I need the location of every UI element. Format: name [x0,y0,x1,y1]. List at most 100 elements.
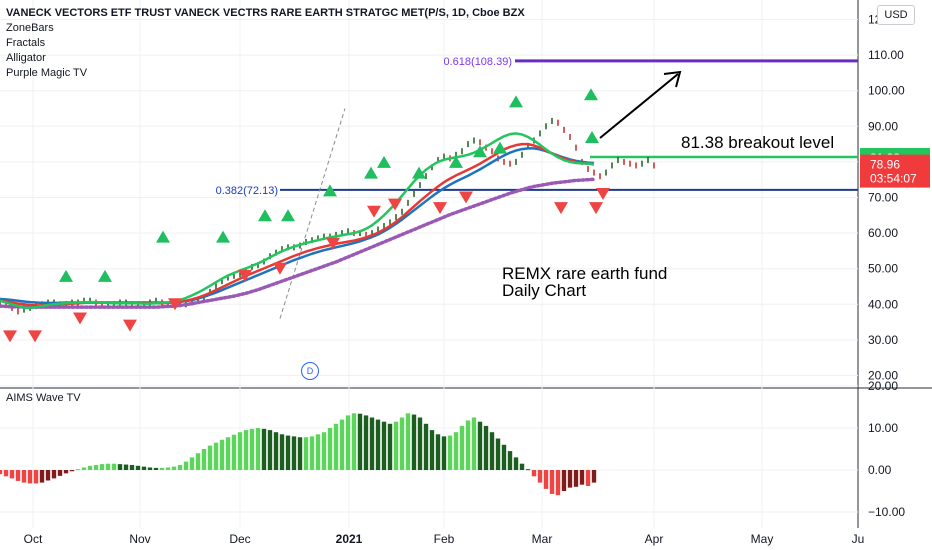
down-fractal-triangle [73,312,87,325]
oscillator-bar [369,417,375,470]
oscillator-bar [183,461,189,470]
oscillator-bar [27,470,33,484]
breakout-arrow [599,73,679,139]
oscillator-bar [555,470,561,496]
breakout-annotation: 81.38 breakout level [681,133,834,152]
oscillator-bar [99,464,105,470]
indicator-alligator[interactable]: Alligator [6,52,46,64]
oscillator-bar [75,469,81,471]
oscillator-bar [165,467,171,470]
oscillator-bar [249,428,255,470]
down-fractal-triangle [238,269,252,282]
up-fractal-triangle [364,166,378,179]
y-tick-label: 70.00 [868,191,898,205]
oscillator-bar [123,464,129,470]
oscillator-bar [213,442,219,470]
oscillator-bar [63,470,69,474]
grid [0,0,932,528]
oscillator-bar [51,470,57,479]
oscillator-bar [561,470,567,491]
down-fractal-triangle [433,202,447,215]
oscillator-bar [93,464,99,470]
indicator-purple-magic[interactable]: Purple Magic TV [6,67,88,79]
oscillator-bar [393,421,399,470]
oscillator-bar [411,414,417,470]
oscillator-bar [495,438,501,470]
up-fractal-triangle [281,209,295,222]
oscillator-bar [435,434,441,470]
y-tick-label: 50.00 [868,262,898,276]
oscillator-bar [255,428,261,470]
annotations: 81.38 breakout level REMX rare earth fund… [502,70,834,300]
up-fractal-triangle [59,269,73,282]
x-tick-label: Apr [645,532,664,546]
down-fractal-triangle [3,330,17,343]
oscillator-bar [387,423,393,470]
up-fractal-triangle [98,269,112,282]
oscillator-bar [267,430,273,470]
oscillator-bar [285,435,291,470]
y-tick-label: 30.00 [868,333,898,347]
oscillator-bar [333,423,339,470]
oscillator-bar [237,432,243,470]
y-tick-label: 60.00 [868,226,898,240]
oscillator-bar [549,470,555,494]
x-tick-label: Feb [434,532,455,546]
indicator-zonebars[interactable]: ZoneBars [6,22,54,34]
y-tick-label: 40.00 [868,297,898,311]
oscillator-bar [591,470,597,483]
oscillator-bar [567,470,573,488]
oscillator-bar [39,470,45,483]
oscillator-bar [357,413,363,470]
up-fractal-triangle [377,155,391,168]
oscillator-bars [0,413,597,496]
y-tick-label: 90.00 [868,119,898,133]
oscillator-bar [231,434,237,470]
oscillator-bar [189,457,195,470]
y-tick-label: 20.00 [868,369,898,383]
oscillator-bar [81,467,87,470]
oscillator-bar [453,432,459,470]
fib-0382-label: 0.382(72.13) [216,185,278,197]
oscillator-bar [423,423,429,470]
currency-button[interactable]: USD [877,5,915,25]
oscillator-bar [21,470,27,483]
oscillator-bar [351,413,357,470]
oscillator-bar [525,469,531,471]
up-fractal-triangle [258,209,272,222]
oscillator-bar [489,432,495,470]
oscillator-bar [309,436,315,470]
osc-tick-label: 10.00 [868,421,898,435]
down-fractal-triangle [123,319,137,332]
oscillator-bar [483,425,489,470]
oscillator-bar [57,470,63,476]
oscillator-bar [345,415,351,470]
oscillator-bar [399,417,405,470]
oscillator-bar [279,434,285,470]
x-tick-label: Ju [852,532,865,546]
oscillator-bar [465,420,471,470]
symbol-title: VANECK VECTORS ETF TRUST VANECK VECTRS R… [6,7,525,19]
price-series [0,117,655,315]
oscillator-bar [447,435,453,470]
oscillator-bar [381,421,387,470]
oscillator-bar [147,467,153,470]
oscillator-bar [15,470,21,481]
down-fractal-triangle [168,298,182,311]
osc-tick-label: −10.00 [868,505,905,519]
indicator-fractals[interactable]: Fractals [6,37,46,49]
oscillator-bar [117,464,123,470]
oscillator-bar [405,413,411,470]
up-fractal-triangle [449,155,463,168]
oscillator-bar [135,465,141,470]
up-fractal-triangle [509,95,523,108]
dividend-event-marker[interactable]: D [301,362,319,380]
x-tick-label: 2021 [336,532,363,546]
x-tick-label: May [751,532,774,546]
oscillator-bar [417,417,423,470]
y-tick-label: 100.00 [868,84,905,98]
oscillator-bar [477,421,483,470]
oscillator-bar [363,415,369,470]
countdown-text: 03:54:07 [870,172,917,186]
